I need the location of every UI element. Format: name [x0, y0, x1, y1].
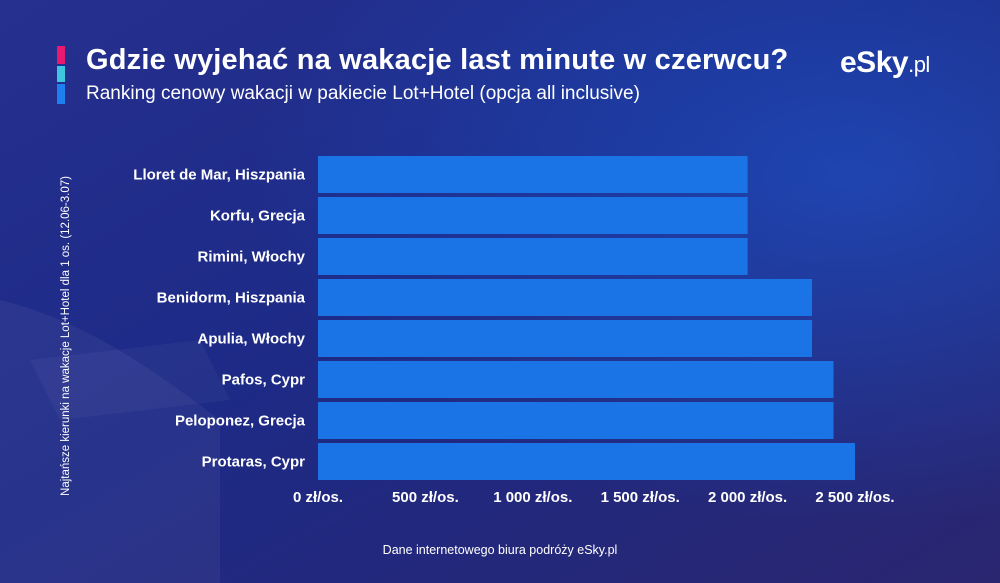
x-tick-labels: 0 zł/os. 500 zł/os. 1 000 zł/os. 1 500 zł/o…: [293, 489, 895, 506]
bar-7: [318, 443, 855, 480]
category-label-2: Rimini, Włochy: [197, 249, 305, 266]
bar-1: [318, 197, 748, 234]
x-tick-label-1: 500 zł/os.: [392, 489, 459, 506]
bar-2: [318, 238, 748, 275]
accent-bar-blue: [57, 84, 65, 104]
category-label-0: Lloret de Mar, Hiszpania: [133, 167, 305, 184]
chart-title: Gdzie wyjehać na wakacje last minute w c…: [86, 44, 789, 76]
category-label-6: Peloponez, Grecja: [175, 413, 306, 430]
bar-0: [318, 156, 748, 193]
x-tick-label-5: 2 500 zł/os.: [815, 489, 894, 506]
x-tick-label-0: 0 zł/os.: [293, 489, 343, 506]
accent-bar-pink: [57, 46, 65, 64]
bar-4: [318, 320, 813, 357]
category-labels: Lloret de Mar, Hiszpania Korfu, Grecja Rim…: [133, 167, 305, 471]
x-tick-label-2: 1 000 zł/os.: [493, 489, 572, 506]
source-note: Dane internetowego biura podróży eSky.pl: [382, 543, 618, 557]
category-label-4: Apulia, Włochy: [197, 331, 305, 348]
category-label-1: Korfu, Grecja: [210, 208, 306, 225]
category-label-3: Benidorm, Hiszpania: [157, 290, 306, 307]
logo-main: eSky: [840, 46, 909, 79]
logo-suffix: .pl: [908, 52, 930, 77]
x-tick-label-4: 2 000 zł/os.: [708, 489, 787, 506]
bar-5: [318, 361, 834, 398]
bar-6: [318, 402, 834, 439]
accent-bar-cyan: [57, 66, 65, 82]
esky-logo: eSky.pl: [840, 46, 930, 80]
chart-subtitle: Ranking cenowy wakacji w pakiecie Lot+Ho…: [86, 83, 640, 104]
bar-3: [318, 279, 813, 316]
category-label-7: Protaras, Cypr: [202, 454, 306, 471]
x-tick-label-3: 1 500 zł/os.: [601, 489, 680, 506]
bars-group: [318, 156, 855, 480]
category-label-5: Pafos, Cypr: [222, 372, 306, 389]
